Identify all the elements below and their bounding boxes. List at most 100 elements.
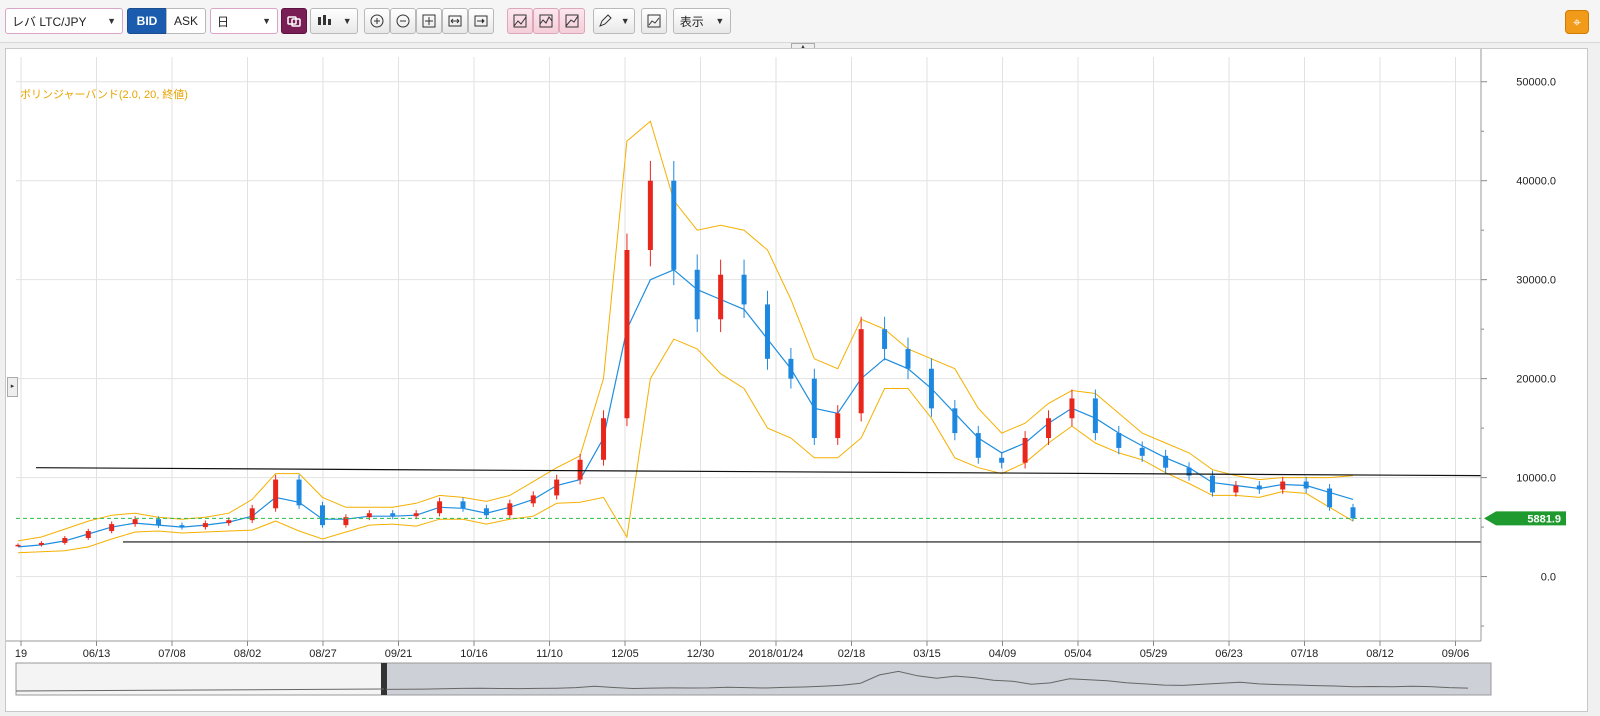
chevron-down-icon: ▼ — [715, 16, 725, 26]
candle-body — [1280, 481, 1286, 490]
chevron-down-icon: ▼ — [342, 16, 352, 26]
candle-body — [319, 505, 325, 526]
y-tick-label: 20000.0 — [1516, 374, 1556, 386]
candle-body — [38, 542, 44, 545]
bollinger-bands — [17, 120, 1354, 554]
candle-body — [975, 433, 981, 458]
x-tick-label: 05/04 — [1064, 648, 1092, 660]
currency-pair-label: レバ LTC/JPY — [12, 14, 87, 29]
x-tick-label: 12/05 — [611, 648, 639, 660]
candle-body — [1022, 438, 1028, 463]
scroll-latest-button[interactable] — [468, 8, 494, 34]
candle-body — [226, 520, 232, 524]
y-tick-label: 30000.0 — [1516, 275, 1556, 287]
bid-toggle[interactable]: BID — [127, 8, 167, 34]
candle-body — [601, 418, 607, 460]
grid-lines — [6, 49, 1484, 641]
indicator-add-button[interactable] — [507, 8, 533, 34]
x-tick-label: 06/23 — [1215, 648, 1243, 660]
zoom-out-button[interactable] — [390, 8, 416, 34]
candle-body — [577, 459, 583, 480]
y-tick-label: 0.0 — [1541, 572, 1556, 584]
x-tick-label: 12/30 — [687, 648, 715, 660]
zoom-out-icon — [396, 14, 410, 28]
drawing-tools-select[interactable]: ▼ — [593, 8, 635, 34]
oscillator-add-button[interactable] — [533, 8, 559, 34]
candles — [15, 160, 1356, 547]
candle-body — [156, 519, 162, 526]
compare-add-button[interactable] — [559, 8, 585, 34]
candle-body — [718, 274, 724, 320]
candle-body — [1092, 398, 1098, 434]
candle-body — [788, 358, 794, 379]
candle-body — [437, 501, 443, 514]
candle-body — [647, 180, 653, 250]
current-price-marker — [1484, 511, 1566, 526]
side-panel-handle[interactable]: ▸ — [7, 377, 18, 397]
candle-body — [179, 525, 185, 528]
link-chart-button[interactable] — [281, 8, 307, 34]
chart-settings-button[interactable] — [641, 8, 667, 34]
candle-body — [928, 368, 934, 409]
x-tick-label: 05/29 — [1140, 648, 1168, 660]
middle-band-line — [17, 269, 1354, 548]
candle-body — [202, 523, 208, 528]
zoom-in-icon — [370, 14, 384, 28]
indicator-label: ボリンジャーバンド(2.0, 20, 終値) — [20, 89, 188, 101]
display-menu-label: 表示 — [679, 14, 704, 29]
crosshair-button[interactable] — [416, 8, 442, 34]
candle-body — [507, 503, 513, 516]
chart-settings-icon — [647, 14, 661, 28]
candle-body — [858, 329, 864, 414]
lower-band-line — [17, 338, 1354, 554]
candle-body — [273, 479, 279, 509]
zoom-in-button[interactable] — [364, 8, 390, 34]
arrow-right-icon — [474, 15, 488, 27]
candle-body — [109, 524, 115, 532]
navigator-history-line — [15, 688, 385, 692]
display-menu[interactable]: 表示 ▼ — [673, 8, 731, 34]
candle-body — [15, 544, 21, 547]
candle-body — [741, 274, 747, 305]
current-price-label: 5881.9 — [1527, 513, 1561, 525]
pencil-icon — [599, 14, 612, 27]
candle-body — [764, 304, 770, 359]
candle-body — [1350, 507, 1356, 519]
candle-body — [1186, 467, 1192, 476]
candle-body — [530, 495, 536, 504]
candle-body — [1303, 481, 1309, 489]
period-select[interactable]: 日 ▼ — [210, 8, 278, 34]
x-tick-label: 07/18 — [1291, 648, 1319, 660]
chevron-down-icon: ▼ — [107, 16, 116, 26]
axes: 50000.0 40000.0 30000.0 20000.0 10000.0 0.0 19… — [6, 49, 1566, 660]
candle-body — [999, 457, 1005, 463]
trend-lines — [16, 467, 1482, 543]
plot-background — [6, 49, 1484, 641]
candle-body — [1209, 475, 1215, 493]
candle-body — [1046, 418, 1052, 439]
candle-body — [413, 513, 419, 517]
candle-body — [1139, 447, 1145, 456]
chart-area[interactable]: 50000.0 40000.0 30000.0 20000.0 10000.0 0.0 19… — [5, 48, 1588, 712]
target-icon[interactable]: ⌖ — [1565, 10, 1589, 34]
candle-body — [1233, 485, 1239, 493]
candle-body — [390, 513, 396, 517]
x-tick-label: 2018/01/24 — [748, 648, 803, 660]
x-tick-label: 03/15 — [913, 648, 941, 660]
x-tick-label: 09/06 — [1442, 648, 1470, 660]
chart-type-select[interactable]: ▼ — [310, 8, 358, 34]
x-tick-label: 06/13 — [83, 648, 111, 660]
x-tick-label: 10/16 — [460, 648, 488, 660]
x-tick-label: 08/02 — [234, 648, 262, 660]
navigator — [15, 662, 1492, 696]
candle-body — [132, 519, 138, 525]
ask-toggle[interactable]: ASK — [166, 8, 206, 34]
chevron-down-icon: ▼ — [262, 16, 271, 26]
x-tick-label: 04/09 — [989, 648, 1017, 660]
fit-width-icon — [448, 15, 462, 27]
candle-body — [811, 378, 817, 439]
currency-pair-select[interactable]: レバ LTC/JPY ▼ — [5, 8, 123, 34]
compare-icon — [565, 14, 579, 28]
y-tick-label: 50000.0 — [1516, 77, 1556, 89]
fit-width-button[interactable] — [442, 8, 468, 34]
